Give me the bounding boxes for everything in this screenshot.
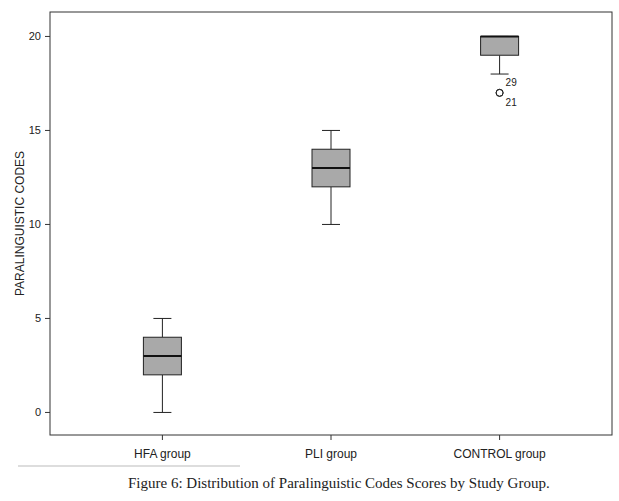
caption: Figure 6: Distribution of Paralinguistic…	[128, 475, 550, 491]
whisker-cap-lower	[491, 74, 509, 75]
x-tick-label: HFA group	[134, 447, 191, 461]
x-tick	[331, 435, 332, 440]
outlier-label: 29	[506, 77, 518, 88]
y-tick-label: 20	[29, 30, 41, 42]
y-tick	[45, 412, 50, 413]
y-tick	[45, 36, 50, 37]
x-tick-label: PLI group	[305, 447, 357, 461]
box	[143, 337, 181, 375]
caption-rule	[18, 466, 240, 467]
whisker-cap-lower	[153, 412, 171, 413]
median	[312, 167, 350, 169]
y-tick	[45, 130, 50, 131]
whisker-cap-lower	[322, 224, 340, 225]
whisker-upper	[162, 318, 163, 337]
y-tick-label: 15	[29, 124, 41, 136]
y-tick-label: 5	[35, 312, 41, 324]
y-tick	[45, 318, 50, 319]
whisker-lower	[162, 375, 163, 413]
whisker-cap-upper	[322, 130, 340, 131]
x-tick	[162, 435, 163, 440]
box	[481, 36, 519, 55]
plot-frame	[50, 12, 612, 435]
whisker-lower	[331, 187, 332, 225]
box	[312, 149, 350, 187]
x-tick	[499, 435, 500, 440]
median	[481, 35, 519, 37]
whisker-lower	[499, 55, 500, 74]
median	[143, 355, 181, 357]
chart: 0 5 10 15 20 PARALINGUISTIC CODES HFA group PLI…	[0, 0, 619, 501]
x-tick-label: CONTROL group	[453, 447, 546, 461]
outlier	[496, 89, 503, 96]
y-tick-label: 0	[35, 406, 41, 418]
whisker-cap-upper	[153, 318, 171, 319]
y-tick	[45, 224, 50, 225]
boxes	[143, 36, 518, 412]
y-axis-label: PARALINGUISTIC CODES	[13, 151, 27, 296]
outlier	[496, 89, 503, 96]
outlier-label: 21	[506, 97, 518, 108]
whisker-upper	[331, 130, 332, 149]
y-tick-label: 10	[29, 218, 41, 230]
